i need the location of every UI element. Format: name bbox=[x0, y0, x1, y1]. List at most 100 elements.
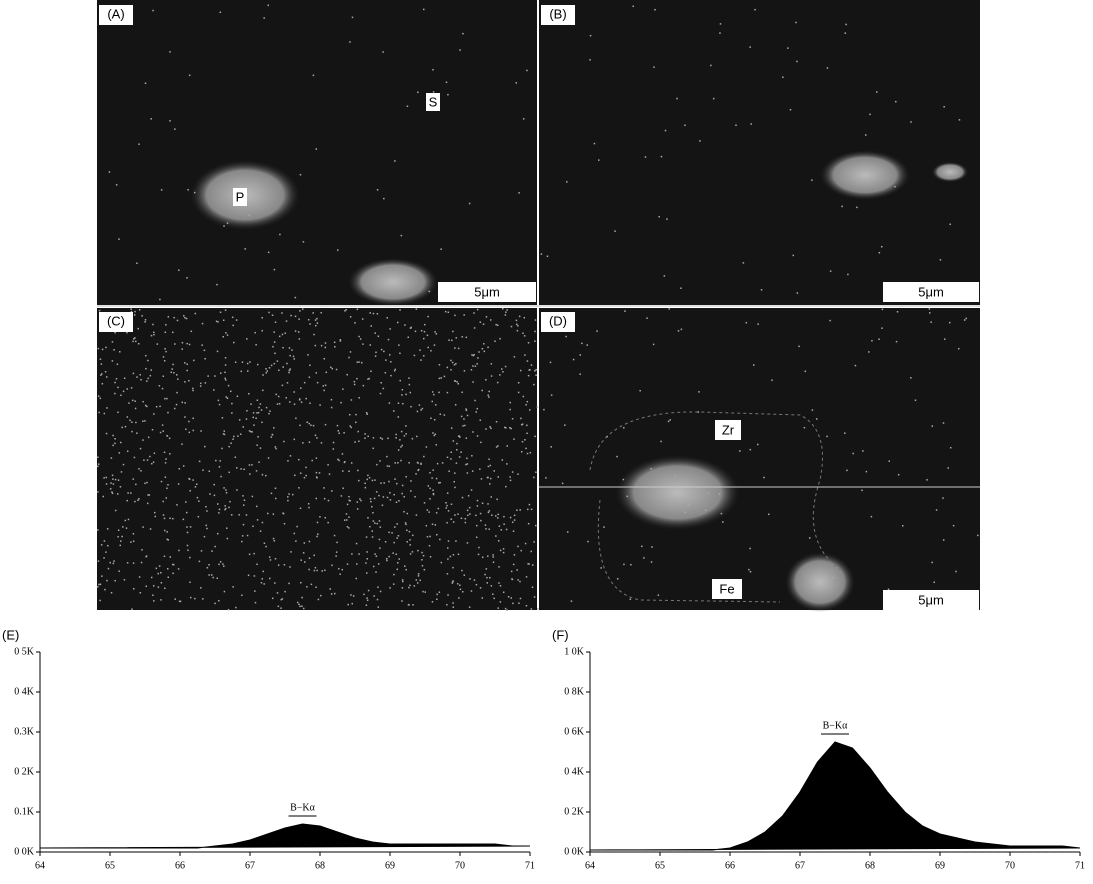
speckle bbox=[358, 479, 360, 482]
speckle bbox=[376, 313, 379, 315]
speckle bbox=[530, 508, 533, 511]
speckle bbox=[367, 435, 369, 438]
speckle bbox=[367, 589, 370, 592]
speckle bbox=[320, 442, 323, 444]
speckle bbox=[224, 379, 227, 381]
speckle bbox=[513, 438, 515, 440]
speckle bbox=[222, 335, 225, 338]
speckle bbox=[458, 435, 461, 437]
speckle bbox=[489, 483, 491, 485]
speckle bbox=[401, 388, 404, 391]
speckle bbox=[316, 477, 318, 479]
speckle bbox=[198, 560, 201, 563]
speckle bbox=[295, 417, 297, 420]
speckle bbox=[407, 336, 409, 339]
speckle bbox=[164, 397, 166, 400]
speckle bbox=[260, 409, 263, 411]
speckle bbox=[497, 476, 500, 478]
speckle bbox=[256, 363, 259, 366]
speckle bbox=[386, 455, 388, 458]
speckle bbox=[97, 395, 100, 397]
speckle bbox=[749, 448, 752, 451]
speckle bbox=[182, 518, 185, 521]
speckle bbox=[456, 381, 458, 383]
speckle bbox=[400, 430, 403, 433]
speckle bbox=[146, 459, 149, 461]
speckle bbox=[177, 378, 179, 380]
speckle bbox=[172, 517, 174, 520]
speckle bbox=[97, 463, 100, 465]
speckle bbox=[337, 249, 339, 251]
speckle bbox=[460, 517, 463, 519]
speckle bbox=[112, 434, 114, 437]
speckle bbox=[146, 380, 148, 382]
speckle bbox=[622, 478, 625, 481]
speckle bbox=[510, 325, 513, 328]
speckle bbox=[184, 381, 186, 383]
speckle bbox=[402, 402, 404, 405]
speckle bbox=[141, 315, 143, 317]
speckle bbox=[466, 509, 469, 512]
speckle bbox=[394, 368, 397, 371]
speckle bbox=[641, 545, 643, 548]
speckle bbox=[216, 283, 218, 286]
speckle bbox=[379, 590, 382, 593]
speckle bbox=[255, 470, 258, 472]
speckle bbox=[489, 319, 492, 321]
speckle bbox=[370, 325, 373, 327]
speckle bbox=[748, 568, 750, 571]
speckle bbox=[509, 408, 511, 411]
speckle bbox=[378, 520, 381, 522]
speckle bbox=[144, 319, 147, 321]
speckle bbox=[293, 358, 296, 360]
speckle bbox=[616, 455, 618, 458]
speckle bbox=[337, 430, 340, 432]
speckle bbox=[314, 344, 317, 347]
speckle bbox=[241, 540, 243, 543]
speckle bbox=[550, 446, 552, 448]
speckle bbox=[187, 189, 189, 191]
speckle bbox=[100, 374, 102, 376]
speckle bbox=[226, 527, 228, 529]
particle bbox=[820, 150, 910, 200]
speckle bbox=[314, 434, 317, 437]
scale-label: 5μm bbox=[474, 284, 500, 299]
speckle bbox=[116, 363, 119, 365]
speckle bbox=[417, 575, 420, 577]
speckle bbox=[247, 574, 250, 577]
speckle bbox=[425, 524, 428, 527]
speckle bbox=[188, 74, 191, 77]
speckle bbox=[895, 340, 898, 343]
speckle bbox=[523, 335, 526, 337]
speckle bbox=[356, 308, 359, 311]
annotation: Zr bbox=[722, 422, 735, 437]
speckle bbox=[342, 487, 344, 489]
speckle bbox=[362, 343, 364, 345]
speckle bbox=[476, 407, 479, 410]
speckle bbox=[535, 524, 537, 527]
speckle bbox=[199, 385, 202, 387]
speckle bbox=[232, 438, 234, 440]
speckle bbox=[487, 394, 489, 397]
speckle bbox=[422, 337, 425, 340]
speckle bbox=[105, 551, 107, 553]
speckle bbox=[393, 493, 395, 496]
speckle bbox=[503, 523, 505, 525]
speckle bbox=[470, 489, 473, 491]
speckle bbox=[406, 541, 408, 543]
speckle bbox=[471, 455, 473, 457]
speckle bbox=[894, 185, 896, 188]
speckle bbox=[144, 420, 146, 422]
speckle bbox=[494, 340, 496, 342]
speckle bbox=[902, 525, 904, 527]
speckle bbox=[480, 519, 482, 522]
speckle bbox=[121, 535, 123, 538]
speckle bbox=[225, 489, 227, 491]
speckle bbox=[213, 494, 216, 497]
speckle bbox=[114, 392, 116, 395]
speckle bbox=[184, 316, 186, 319]
speckle bbox=[459, 436, 461, 438]
speckle bbox=[846, 469, 848, 472]
speckle bbox=[114, 438, 116, 440]
speckle bbox=[143, 459, 145, 461]
